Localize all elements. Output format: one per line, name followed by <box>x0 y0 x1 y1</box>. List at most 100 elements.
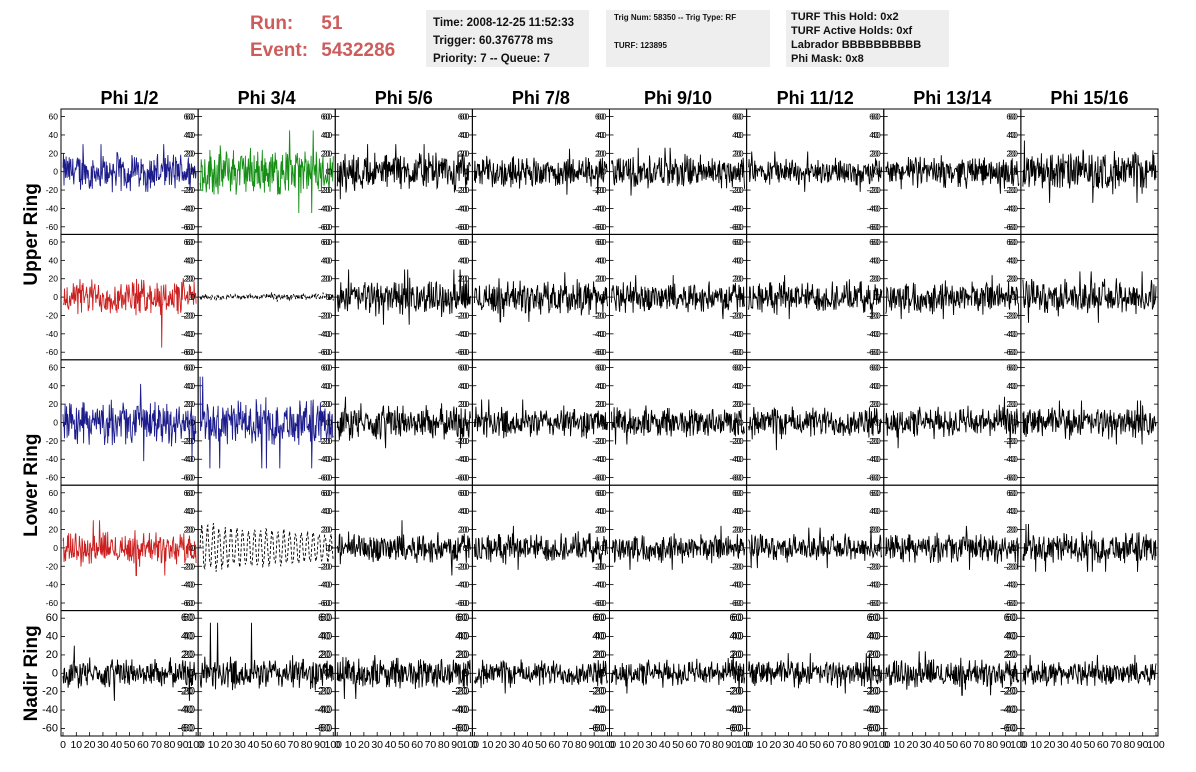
panel: -60 -60 -40 -40 -20 -20 0 0 20 20 40 40 60 60 <box>594 484 748 612</box>
x-tick-label: 0 <box>197 739 203 751</box>
y-tick-label: -60 <box>183 473 196 483</box>
x-tick-label: 100 <box>736 739 754 751</box>
y-tick-label: -40 <box>183 203 196 213</box>
y-tick-label: 20 <box>734 525 744 535</box>
y-tick-label-right: -40 <box>866 580 879 590</box>
y-tick-label-right: -20 <box>455 310 468 320</box>
waveform-line <box>1022 523 1157 572</box>
priority-text: Priority: 7 -- Queue: 7 <box>433 53 550 65</box>
y-tick-label: 0 <box>600 667 606 679</box>
y-tick-label: -40 <box>179 704 195 716</box>
y-tick-label-right: 40 <box>869 255 879 265</box>
y-tick-label-right: 20 <box>318 649 330 661</box>
y-tick-label-right: 60 <box>318 612 330 624</box>
panel: -60 -60 -40 -40 -20 -20 0 0 20 20 40 40 60 60 <box>731 108 885 235</box>
x-tick-label: 90 <box>725 739 737 751</box>
y-tick-label-right: -20 <box>314 686 330 698</box>
y-tick-label-right: -20 <box>726 686 742 698</box>
y-tick-label: 0 <box>1013 418 1018 428</box>
y-tick-label: 20 <box>871 399 881 409</box>
y-tick-label: 40 <box>871 130 881 140</box>
y-tick-label-right: 20 <box>455 649 467 661</box>
y-tick-label-right: -20 <box>866 436 879 446</box>
y-tick-label: 0 <box>1012 667 1018 679</box>
y-tick-label: -40 <box>868 329 881 339</box>
y-tick-label: 0 <box>1013 292 1018 302</box>
y-tick-label-right: -40 <box>726 704 742 716</box>
y-tick-label: -60 <box>457 598 470 608</box>
y-tick-label: -20 <box>1006 310 1019 320</box>
x-tick-label: 40 <box>522 739 534 751</box>
x-tick-label: 20 <box>221 739 233 751</box>
y-tick-label: -60 <box>457 222 470 232</box>
y-tick-label-right: 60 <box>869 112 879 122</box>
y-tick-label-right: 40 <box>595 506 605 516</box>
y-tick-label-right: 20 <box>184 148 194 158</box>
column-title: Phi 1/2 <box>101 88 159 108</box>
y-tick-label: -20 <box>594 185 607 195</box>
y-tick-label: -40 <box>457 580 470 590</box>
y-tick-label: -60 <box>594 222 607 232</box>
y-tick-label-right: 60 <box>1006 237 1016 247</box>
y-tick-label: -60 <box>1006 473 1019 483</box>
trigger-text: Trigger: 60.376778 ms <box>433 35 554 47</box>
y-tick-label: 40 <box>869 631 881 643</box>
y-tick-label-right: 0 <box>874 167 879 177</box>
x-tick-label: 0 <box>60 739 66 751</box>
y-tick-label-right: -60 <box>318 222 331 232</box>
y-tick-label: 40 <box>731 631 743 643</box>
y-tick-label: 60 <box>734 237 744 247</box>
column-title: Phi 15/16 <box>1050 88 1128 108</box>
y-tick-label: 0 <box>739 418 744 428</box>
y-tick-label-right: -20 <box>455 561 468 571</box>
panel: -60 -60 -40 -40 -20 -20 0 0 20 20 40 40 60 60 <box>320 108 473 235</box>
turf-info-box: TURF This Hold: 0x2 TURF Active Holds: 0… <box>786 10 949 67</box>
y-tick-label-right: -60 <box>1004 347 1017 357</box>
y-tick-label: 60 <box>457 612 469 624</box>
y-tick-label: 60 <box>1008 362 1018 372</box>
y-tick-label-right: 40 <box>732 506 742 516</box>
y-tick-label: 20 <box>460 525 470 535</box>
x-tick-label: 40 <box>110 739 122 751</box>
panel: -60 -60 -40 -40 -20 -20 0 0 20 20 40 40 60 60 <box>320 359 473 486</box>
x-tick-label: 40 <box>796 739 808 751</box>
run-label: Run: <box>250 13 294 34</box>
y-tick-label: -20 <box>728 686 744 698</box>
x-tick-label: 70 <box>699 739 711 751</box>
y-tick-label-right: -20 <box>729 185 742 195</box>
y-tick-label: 20 <box>49 525 59 535</box>
y-tick-label-right: 20 <box>458 525 468 535</box>
y-tick-label-right: -40 <box>181 203 194 213</box>
y-tick-label-right: -20 <box>1004 310 1017 320</box>
y-tick-label: 60 <box>734 362 744 372</box>
y-tick-label: -40 <box>731 203 744 213</box>
y-tick-label: -40 <box>320 329 333 339</box>
y-tick-label: -60 <box>731 347 744 357</box>
y-tick-label-right: 60 <box>595 362 605 372</box>
y-tick-label-right: 60 <box>321 488 331 498</box>
y-tick-label: 40 <box>186 506 196 516</box>
y-tick-label-right: 20 <box>458 274 468 284</box>
y-tick-label-right: 40 <box>321 255 331 265</box>
y-tick-label-right: 20 <box>321 274 331 284</box>
y-tick-label: -40 <box>320 580 333 590</box>
x-tick-label: 20 <box>358 739 370 751</box>
x-tick-label: 90 <box>588 739 600 751</box>
y-tick-label-right: 40 <box>1006 130 1016 140</box>
y-tick-label: 60 <box>1008 112 1018 122</box>
y-tick-label: -60 <box>594 347 607 357</box>
y-tick-label-right: -20 <box>592 436 605 446</box>
waveform-line <box>62 278 197 348</box>
y-tick-label: 40 <box>734 506 744 516</box>
y-tick-label: -40 <box>868 580 881 590</box>
x-tick-label: 30 <box>920 739 932 751</box>
x-tick-label: 50 <box>946 739 958 751</box>
x-tick-label: 60 <box>274 739 286 751</box>
y-tick-label: -60 <box>320 473 333 483</box>
y-tick-label-right: 60 <box>458 237 468 247</box>
y-tick-label-right: 40 <box>1006 381 1016 391</box>
y-tick-label-right: 40 <box>458 381 468 391</box>
y-tick-label: 60 <box>460 488 470 498</box>
x-tick-label: 80 <box>849 739 861 751</box>
